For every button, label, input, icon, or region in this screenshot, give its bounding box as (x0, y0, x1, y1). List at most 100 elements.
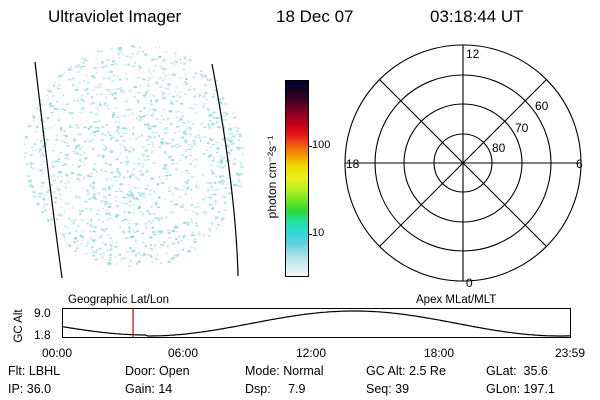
emission-point (135, 223, 138, 226)
emission-point (186, 188, 189, 190)
emission-point (212, 123, 215, 126)
emission-point (172, 242, 175, 245)
emission-point (74, 195, 78, 198)
emission-point (145, 91, 148, 94)
status-filter: Flt: LBHL (8, 364, 61, 378)
emission-point (128, 90, 132, 92)
emission-point (234, 133, 237, 135)
emission-point (190, 246, 194, 249)
emission-point (219, 181, 222, 184)
emission-point (149, 128, 152, 130)
emission-point (152, 146, 155, 148)
emission-point (79, 154, 82, 156)
emission-point (91, 96, 93, 99)
emission-point (176, 125, 179, 128)
emission-point (195, 111, 198, 115)
emission-point (95, 239, 97, 241)
emission-point (220, 104, 223, 106)
emission-point (157, 206, 160, 208)
emission-point (184, 130, 186, 133)
emission-point (234, 184, 236, 186)
lat-label-60: 60 (535, 99, 549, 113)
emission-point (115, 195, 117, 198)
emission-point (97, 120, 101, 122)
emission-point (111, 80, 114, 82)
emission-point (116, 205, 119, 207)
emission-point (105, 179, 108, 182)
emission-point (110, 64, 113, 66)
emission-point (239, 161, 241, 163)
emission-point (115, 214, 119, 217)
emission-point (119, 182, 121, 186)
emission-point (104, 102, 106, 105)
emission-point (186, 182, 189, 185)
emission-point (79, 179, 81, 182)
status-ip: IP: 36.0 (8, 382, 52, 396)
emission-point (196, 92, 198, 94)
emission-point (119, 135, 123, 138)
emission-point (89, 207, 92, 210)
emission-point (125, 127, 128, 130)
emission-point (60, 175, 63, 177)
emission-point (168, 236, 171, 239)
emission-point (92, 186, 95, 189)
emission-point (182, 248, 184, 251)
emission-point (155, 201, 158, 203)
emission-point (75, 88, 78, 91)
emission-point (167, 83, 171, 86)
emission-point (171, 256, 174, 259)
emission-point (79, 196, 81, 199)
emission-point (83, 178, 85, 180)
emission-point (159, 246, 161, 249)
emission-point (142, 115, 146, 117)
emission-point (127, 159, 130, 162)
emission-point (222, 116, 224, 119)
emission-point (65, 186, 67, 189)
emission-point (158, 176, 161, 179)
emission-point (104, 203, 108, 206)
emission-point (219, 175, 223, 178)
emission-point (206, 149, 209, 151)
emission-point (109, 237, 113, 239)
emission-point (191, 222, 193, 224)
emission-point (128, 62, 130, 65)
emission-point (137, 102, 140, 104)
emission-point (32, 149, 35, 152)
limb-curve-right (211, 63, 239, 277)
emission-point (174, 254, 177, 257)
emission-point (195, 185, 198, 188)
emission-point (158, 55, 162, 59)
emission-point (90, 184, 92, 187)
emission-point (178, 111, 180, 112)
emission-point (50, 219, 54, 221)
emission-point (39, 99, 43, 102)
emission-point (98, 103, 102, 107)
emission-point (186, 221, 190, 224)
emission-point (193, 88, 196, 90)
emission-point (129, 175, 132, 178)
emission-point (166, 117, 170, 119)
emission-point (58, 213, 61, 216)
emission-point (128, 190, 132, 193)
emission-point (181, 178, 183, 180)
emission-point (146, 114, 148, 116)
status-gain: Gain: 14 (125, 382, 173, 396)
emission-point (219, 101, 223, 104)
emission-point (47, 189, 52, 192)
emission-point (155, 81, 158, 85)
emission-point (76, 64, 80, 67)
emission-point (107, 107, 109, 111)
emission-point (131, 112, 133, 114)
emission-point (80, 161, 84, 163)
emission-point (165, 127, 168, 129)
emission-point (157, 230, 160, 233)
emission-point (56, 175, 59, 178)
emission-point (70, 172, 75, 175)
emission-point (102, 208, 104, 210)
emission-point (32, 191, 36, 193)
emission-point (82, 107, 85, 109)
emission-point (208, 112, 212, 114)
emission-point (91, 75, 94, 78)
emission-point (63, 210, 65, 213)
emission-point (195, 234, 197, 236)
